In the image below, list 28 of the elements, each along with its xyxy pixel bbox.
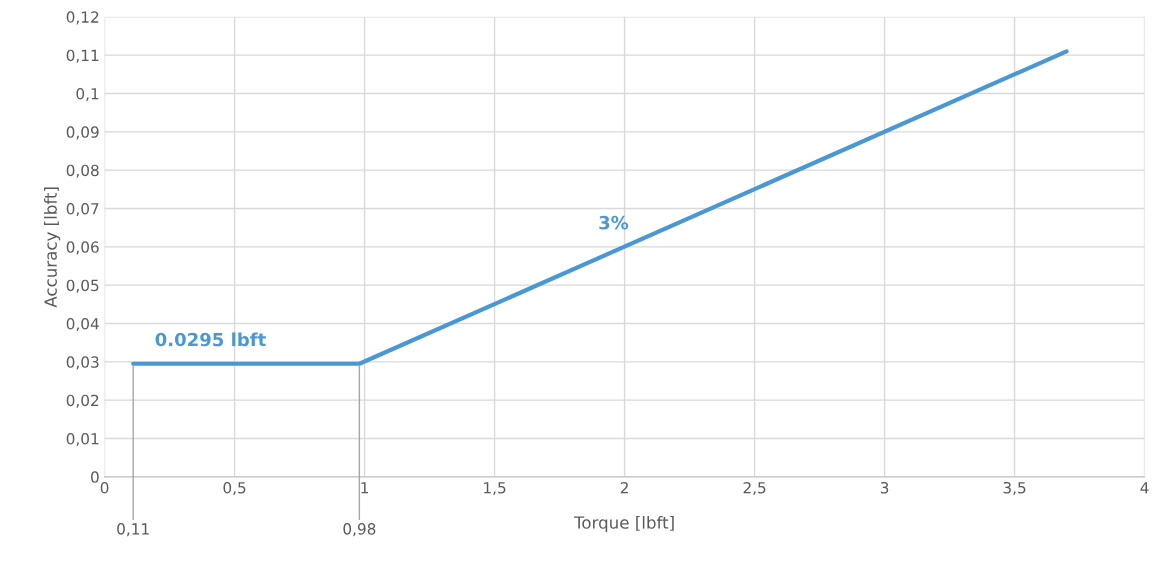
x-tick-label: 3,5 xyxy=(1003,481,1026,496)
annotation: 0,11 xyxy=(117,523,149,537)
y-axis-title: Accuracy [lbft] xyxy=(44,187,61,308)
x-tick-label: 2 xyxy=(620,481,628,494)
y-tick-label: 0,09 xyxy=(66,126,99,140)
x-tick-label: 0 xyxy=(100,481,109,494)
annotation: 3% xyxy=(599,215,629,230)
y-tick-label: 0,03 xyxy=(66,356,99,370)
x-tick-label: 2,5 xyxy=(743,481,766,496)
y-tick-label: 0,08 xyxy=(66,164,99,178)
y-tick-label: 0,12 xyxy=(66,11,99,25)
x-tick-label: 1,5 xyxy=(484,482,506,496)
x-axis-title: Torque [lbft] xyxy=(573,515,674,533)
y-tick-label: 0,05 xyxy=(66,279,99,293)
y-tick-label: 0,01 xyxy=(66,432,99,447)
y-tick-label: 0,06 xyxy=(66,241,99,255)
y-tick-label: 0 xyxy=(91,471,99,483)
y-tick-label: 0,04 xyxy=(66,317,99,332)
y-tick-label: 0,1 xyxy=(76,87,99,102)
x-tick-label: 3 xyxy=(880,481,889,494)
y-tick-label: 0,11 xyxy=(66,49,99,63)
x-tick-label: 4 xyxy=(1140,482,1149,494)
annotation: 0,98 xyxy=(343,523,376,537)
y-tick-label: 0,02 xyxy=(66,394,99,408)
y-tick-label: 0,07 xyxy=(66,202,99,217)
annotation: 0.0295 lbft xyxy=(155,332,266,347)
x-tick-label: 0,5 xyxy=(223,481,246,496)
x-tick-label: 1 xyxy=(361,482,369,494)
